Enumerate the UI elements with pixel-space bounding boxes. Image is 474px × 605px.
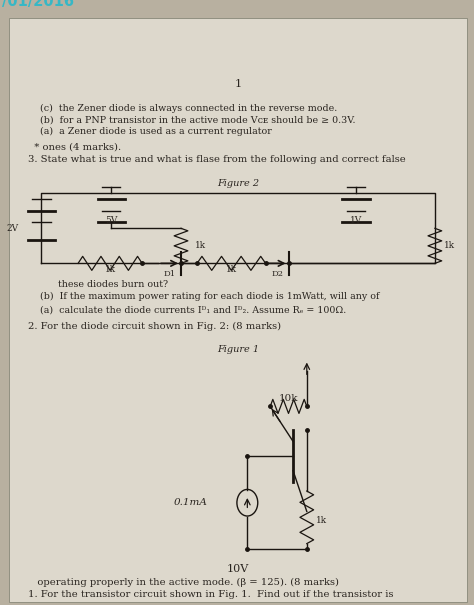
Text: 1. For the transistor circuit shown in Fig. 1.  Find out if the transistor is: 1. For the transistor circuit shown in F… xyxy=(28,590,393,600)
Text: 1k: 1k xyxy=(226,265,237,274)
FancyBboxPatch shape xyxy=(9,18,467,602)
Text: 0.1mA: 0.1mA xyxy=(174,499,208,507)
Text: 1k: 1k xyxy=(195,241,206,250)
Text: 1k: 1k xyxy=(105,265,116,274)
Text: 1k: 1k xyxy=(444,241,455,250)
Text: these diodes burn out?: these diodes burn out? xyxy=(28,280,168,289)
Text: 5V: 5V xyxy=(105,217,118,226)
Text: 1k: 1k xyxy=(316,515,327,525)
Text: Figure 1: Figure 1 xyxy=(217,345,259,354)
Text: 1: 1 xyxy=(235,79,242,90)
Text: D2: D2 xyxy=(271,270,283,278)
Text: (a)  calculate the diode currents Iᴰ₁ and Iᴰ₂. Assume Rₑ = 100Ω.: (a) calculate the diode currents Iᴰ₁ and… xyxy=(28,306,346,315)
Text: 2V: 2V xyxy=(7,224,18,233)
Text: 2. For the diode circuit shown in Fig. 2: (8 marks): 2. For the diode circuit shown in Fig. 2… xyxy=(28,322,281,331)
Text: 3. State what is true and what is flase from the following and correct false: 3. State what is true and what is flase … xyxy=(28,155,406,165)
Text: (c)  the Zener diode is always connected in the reverse mode.: (c) the Zener diode is always connected … xyxy=(28,104,337,113)
Text: D1: D1 xyxy=(164,270,176,278)
Text: 10V: 10V xyxy=(227,564,249,574)
Text: (b)  If the maximum power rating for each diode is 1mWatt, will any of: (b) If the maximum power rating for each… xyxy=(28,292,379,301)
Text: (a)  a Zener diode is used as a current regulator: (a) a Zener diode is used as a current r… xyxy=(28,127,272,137)
Text: * ones (4 marks).: * ones (4 marks). xyxy=(28,143,121,151)
Text: /01/2016: /01/2016 xyxy=(2,0,74,9)
Text: 10k: 10k xyxy=(279,393,298,402)
Text: operating properly in the active mode. (β = 125). (8 marks): operating properly in the active mode. (… xyxy=(28,577,339,587)
Text: (b)  for a PNP transistor in the active mode Vᴄᴇ should be ≥ 0.3V.: (b) for a PNP transistor in the active m… xyxy=(28,116,356,125)
Text: Figure 2: Figure 2 xyxy=(217,178,259,188)
Text: 1V: 1V xyxy=(350,217,362,226)
